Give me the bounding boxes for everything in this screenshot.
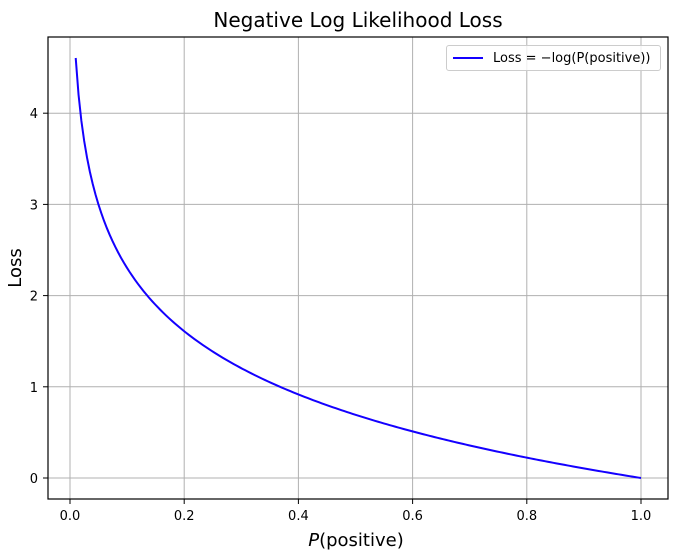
x-tick-label: 0.6 <box>402 509 423 524</box>
y-axis-label: Loss <box>5 248 26 287</box>
y-tick-label: 4 <box>30 107 38 122</box>
chart-title: Negative Log Likelihood Loss <box>213 8 503 32</box>
axes-frame <box>47 36 669 500</box>
x-tick-label: 1.0 <box>631 509 652 524</box>
legend-line-swatch <box>453 57 483 59</box>
y-tick-label: 3 <box>30 198 38 213</box>
x-tick-label: 0.0 <box>60 509 81 524</box>
x-tick-label: 0.4 <box>288 509 309 524</box>
legend: Loss = −log(P(positive)) <box>446 45 661 71</box>
x-tick-label: 0.8 <box>516 509 537 524</box>
y-tick-label: 1 <box>30 381 38 396</box>
x-tick-label: 0.2 <box>174 509 195 524</box>
x-axis-label: P(positive) <box>308 530 404 551</box>
y-tick-label: 2 <box>30 290 38 305</box>
loss-curve <box>74 57 642 479</box>
y-tick-label: 0 <box>30 472 38 487</box>
legend-label: Loss = −log(P(positive)) <box>493 50 651 66</box>
